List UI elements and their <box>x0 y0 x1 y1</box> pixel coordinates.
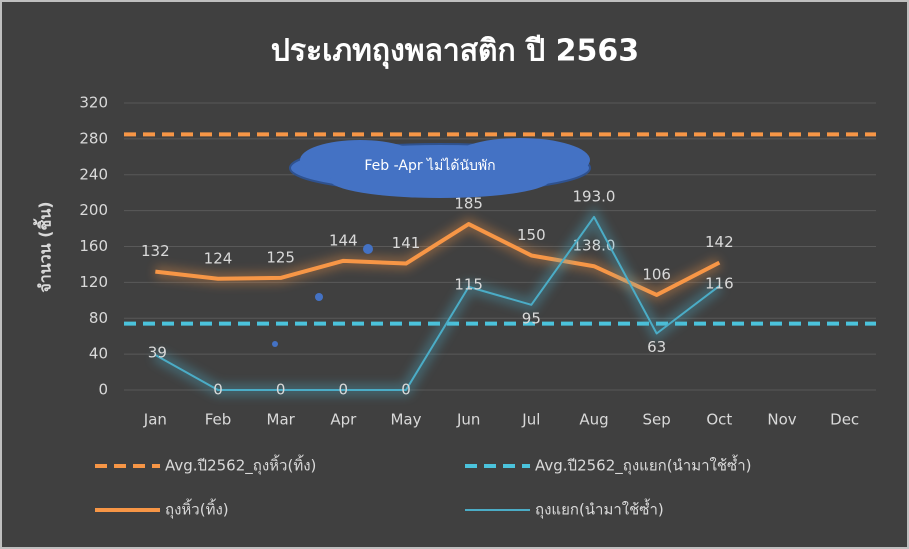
y-axis-label: จำนวน (ชิ้น) <box>33 201 55 292</box>
data-label: 106 <box>642 265 671 283</box>
x-tick-label: Mar <box>267 411 296 429</box>
x-tick-label: Apr <box>330 411 357 429</box>
x-tick-label: Sep <box>643 411 671 429</box>
y-tick-label: 320 <box>79 94 108 112</box>
data-label: 95 <box>522 309 541 327</box>
y-tick-label: 280 <box>79 129 108 147</box>
legend-label: Avg.ปี2562_ถุงหิ้ว(ทิ้ง) <box>165 455 316 476</box>
data-label: 115 <box>454 275 483 293</box>
y-tick-label: 120 <box>79 273 108 291</box>
x-tick-label: Jun <box>456 411 480 429</box>
x-tick-label: Aug <box>579 411 608 429</box>
legend-label: Avg.ปี2562_ถุงแยก(นำมาใช้ซ้ำ) <box>535 455 752 476</box>
annotation: Feb -Apr ไม่ได้นับพัก <box>364 157 495 174</box>
data-label: 0 <box>213 381 223 399</box>
x-tick-label: Oct <box>706 411 732 429</box>
data-label: 0 <box>276 381 286 399</box>
data-label: 39 <box>148 344 167 362</box>
legend-label: ถุงหิ้ว(ทิ้ง) <box>165 499 229 520</box>
data-label: 185 <box>454 195 483 213</box>
series-line <box>154 215 720 391</box>
x-tick-label: Dec <box>830 411 859 429</box>
x-tick-label: Jul <box>521 411 540 429</box>
data-label: 193.0 <box>573 187 616 205</box>
legend-label: ถุงแยก(นำมาใช้ซ้ำ) <box>535 499 664 520</box>
y-tick-label: 200 <box>79 201 108 219</box>
data-label: 132 <box>141 242 170 260</box>
data-label: 150 <box>517 226 546 244</box>
data-label: 124 <box>204 249 233 267</box>
data-label: 0 <box>401 381 411 399</box>
x-tick-label: May <box>390 411 421 429</box>
data-label: 125 <box>266 248 295 266</box>
data-label: 142 <box>705 233 734 251</box>
y-tick-label: 160 <box>79 237 108 255</box>
x-tick-label: Jan <box>143 411 167 429</box>
y-tick-label: 80 <box>89 309 108 327</box>
annotation-cloud <box>272 138 591 347</box>
x-tick-label: Nov <box>767 411 796 429</box>
plot-area: 0 40 80 120 160 200 240 280 320 Jan Feb Mar Apr May Ju… <box>79 94 876 520</box>
x-tick-label: Feb <box>205 411 232 429</box>
chart-title: ประเภทถุงพลาสติก ปี 2563 <box>271 34 639 70</box>
y-tick-label: 40 <box>89 345 108 363</box>
data-label: 141 <box>392 234 421 252</box>
y-tick-label: 240 <box>79 165 108 183</box>
data-label: 63 <box>647 338 666 356</box>
y-tick-label: 0 <box>98 381 108 399</box>
data-label: 144 <box>329 231 358 249</box>
data-label: 116 <box>705 274 734 292</box>
data-label: 0 <box>339 381 349 399</box>
